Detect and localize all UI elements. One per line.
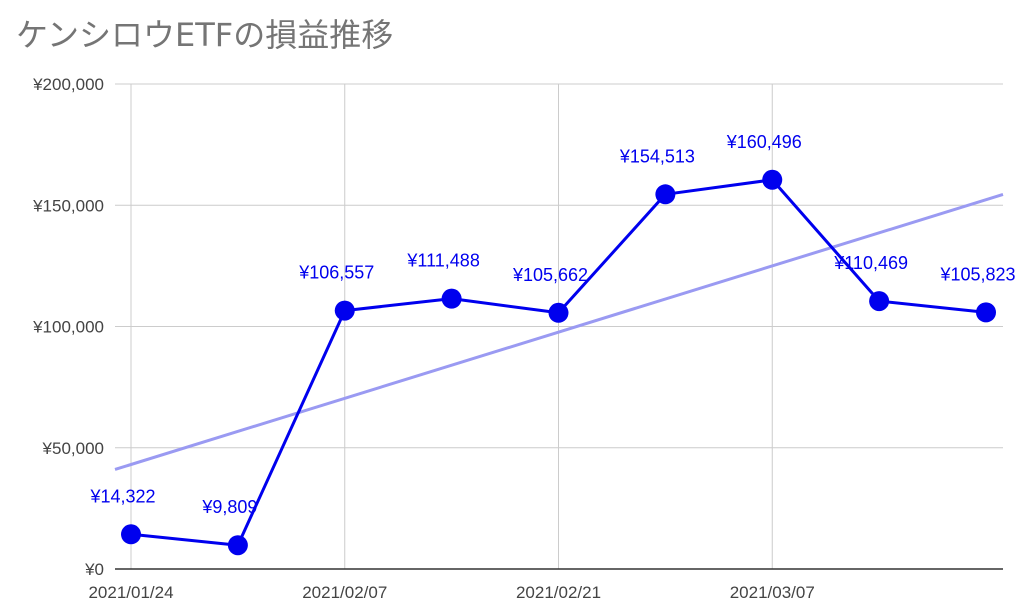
data-label: ¥154,513 <box>619 146 695 166</box>
data-label: ¥105,662 <box>512 265 588 285</box>
data-point <box>655 184 676 205</box>
data-point <box>334 300 355 321</box>
x-tick-label: 2021/02/21 <box>516 583 601 602</box>
data-label: ¥14,322 <box>89 486 155 506</box>
data-point <box>976 302 996 323</box>
x-tick-label: 2021/02/07 <box>302 583 387 602</box>
data-point <box>227 535 248 556</box>
y-tick-label: ¥50,000 <box>42 439 104 458</box>
data-label: ¥111,488 <box>406 251 479 271</box>
data-label: ¥160,496 <box>726 132 802 152</box>
x-tick-label: 2021/01/24 <box>88 583 173 602</box>
y-tick-label: ¥100,000 <box>32 318 104 337</box>
data-point <box>121 524 141 545</box>
data-label: ¥110,469 <box>833 253 908 273</box>
x-tick-label: 2021/03/07 <box>730 583 815 602</box>
y-tick-label: ¥200,000 <box>32 75 104 94</box>
y-tick-label: ¥0 <box>84 560 104 579</box>
data-point <box>762 169 783 190</box>
trendline <box>114 193 1004 471</box>
chart-title: ケンシロウETFの損益推移 <box>16 16 394 54</box>
data-point <box>441 288 462 309</box>
data-label: ¥106,557 <box>298 263 374 283</box>
data-point <box>548 302 569 323</box>
data-point <box>869 291 890 312</box>
data-label: ¥105,823 <box>939 264 1015 284</box>
data-label: ¥9,809 <box>201 497 257 517</box>
y-tick-label: ¥150,000 <box>32 196 104 215</box>
